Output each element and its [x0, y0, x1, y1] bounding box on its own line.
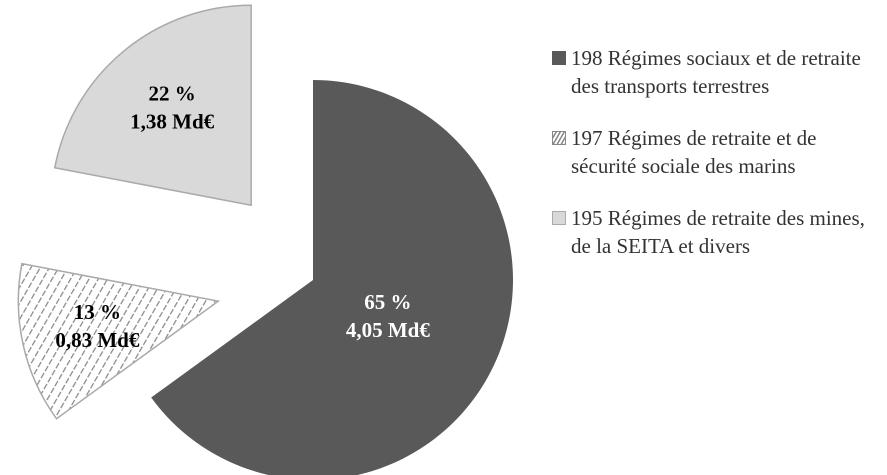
data-label-amount: 0,83 Md€: [55, 328, 140, 352]
legend-label: 198 Régimes sociaux et de retraite des t…: [571, 46, 861, 98]
chart: 65 % 4,05 Md€ 13 % 0,83 Md€ 22 % 1,38 Md€: [17, 4, 513, 475]
legend-swatch: [552, 211, 566, 225]
legend-label: 195 Régimes de retraite des mines, de la…: [571, 206, 865, 258]
data-label: 65 %: [364, 290, 411, 314]
legend: 198 Régimes sociaux et de retraite des t…: [552, 44, 882, 284]
legend-item: 198 Régimes sociaux et de retraite des t…: [552, 44, 882, 100]
legend-swatch: [552, 131, 566, 145]
pie-slice: [17, 262, 221, 420]
pie-slice: [151, 80, 513, 475]
pie-slice: [53, 4, 252, 207]
legend-item: 195 Régimes de retraite des mines, de la…: [552, 204, 882, 260]
data-label-amount: 1,38 Md€: [130, 110, 215, 134]
legend-label: 197 Régimes de retraite et de sécurité s…: [571, 126, 817, 178]
legend-swatch: [552, 51, 566, 65]
data-label: 13 %: [74, 300, 121, 324]
legend-item: 197 Régimes de retraite et de sécurité s…: [552, 124, 882, 180]
data-label: 22 %: [149, 82, 196, 106]
data-label-amount: 4,05 Md€: [346, 318, 431, 342]
